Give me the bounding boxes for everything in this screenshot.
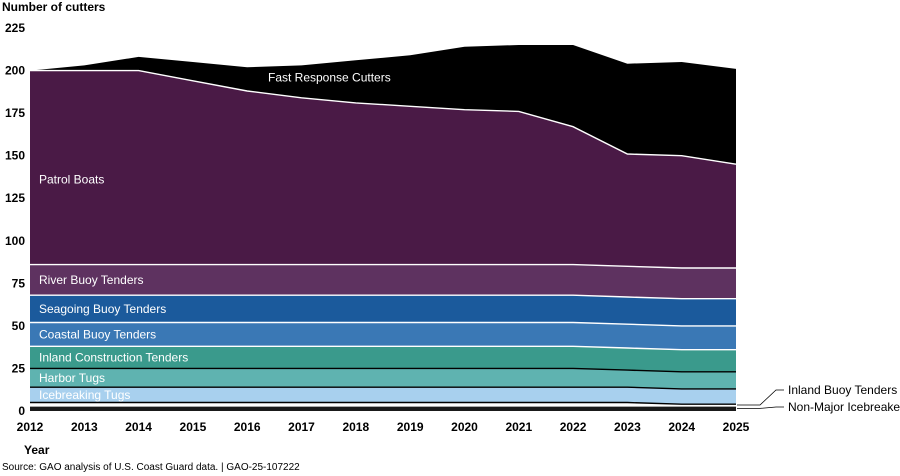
boundary-line-inland-construction-tenders [30, 367, 736, 373]
x-tick-label: 2018 [342, 420, 369, 434]
area-non-major-icebreaker [30, 405, 736, 411]
y-tick-label: 175 [5, 106, 25, 120]
x-axis-title: Year [24, 443, 50, 457]
boundary-line-coastal-buoy-tenders [30, 345, 736, 351]
y-tick-label: 225 [5, 21, 25, 35]
boundary-line-icebreaking-tugs [30, 401, 736, 405]
x-tick-label: 2023 [614, 420, 641, 434]
x-tick-label: 2013 [71, 420, 98, 434]
boundary-line-fast-response-cutters [30, 69, 737, 165]
x-tick-label: 2025 [723, 420, 750, 434]
x-tick-label: 2016 [234, 420, 261, 434]
boundary-line-patrol-boats [30, 263, 736, 269]
area-inland-construction-tenders [30, 346, 736, 372]
x-tick-label: 2014 [125, 420, 152, 434]
y-tick-label: 125 [5, 191, 25, 205]
x-tick-label: 2020 [451, 420, 478, 434]
x-tick-label: 2022 [560, 420, 587, 434]
y-ticks-group: 0 25 50 75 100 125 150 175 200 225 [5, 21, 25, 418]
y-tick-label: 75 [12, 276, 26, 290]
area-icebreaking-tugs [30, 387, 736, 405]
source-note: Source: GAO analysis of U.S. Coast Guard… [2, 462, 300, 473]
y-tick-label: 50 [12, 319, 26, 333]
y-tick-label: 100 [5, 234, 25, 248]
series-label-river-buoy-tenders: River Buoy Tenders [39, 273, 144, 287]
leader-line-inland-buoy-tenders [737, 389, 784, 406]
series-label-harbor-tugs: Harbor Tugs [39, 371, 105, 385]
x-tick-label: 2015 [180, 420, 207, 434]
y-tick-label: 200 [5, 64, 25, 78]
boundary-line-harbor-tugs [30, 386, 736, 390]
series-labels-group: Icebreaking Tugs Harbor Tugs Inland Constr… [39, 70, 900, 414]
boundary-line-seagoing-buoy-tenders [30, 321, 736, 327]
series-label-coastal-buoy-tenders: Coastal Buoy Tenders [39, 327, 156, 341]
boundary-lines-group [30, 69, 737, 407]
series-label-inland-buoy-tenders: Inland Buoy Tenders [788, 383, 897, 397]
y-tick-label: 25 [12, 361, 26, 375]
series-label-non-major-icebreaker: Non-Major Icebreaker [788, 400, 900, 414]
y-tick-label: 150 [5, 149, 25, 163]
x-tick-label: 2017 [288, 420, 315, 434]
x-tick-label: 2024 [668, 420, 695, 434]
y-tick-label: 0 [18, 404, 25, 418]
leader-line-non-major-icebreaker [737, 406, 784, 409]
x-ticks-group: 2012 2013 2014 2015 2016 2017 2018 2019 2020 2021… [17, 420, 750, 434]
series-label-inland-construction-tenders: Inland Construction Tenders [39, 350, 188, 364]
series-label-patrol-boats: Patrol Boats [39, 173, 104, 187]
area-inland-buoy-tenders [30, 402, 736, 406]
y-axis-title: Number of cutters [2, 0, 106, 14]
series-label-seagoing-buoy-tenders: Seagoing Buoy Tenders [39, 302, 166, 316]
boundary-line-river-buoy-tenders [30, 294, 736, 300]
series-label-fast-response-cutters: Fast Response Cutters [268, 70, 391, 84]
area-harbor-tugs [30, 368, 736, 389]
series-label-icebreaking-tugs: Icebreaking Tugs [39, 388, 130, 402]
x-tick-label: 2012 [17, 420, 44, 434]
area-seagoing-buoy-tenders [30, 295, 736, 326]
area-patrol-boats [30, 70, 736, 268]
x-tick-label: 2019 [397, 420, 424, 434]
area-river-buoy-tenders [30, 264, 736, 299]
x-tick-label: 2021 [505, 420, 532, 434]
area-coastal-buoy-tenders [30, 322, 736, 350]
